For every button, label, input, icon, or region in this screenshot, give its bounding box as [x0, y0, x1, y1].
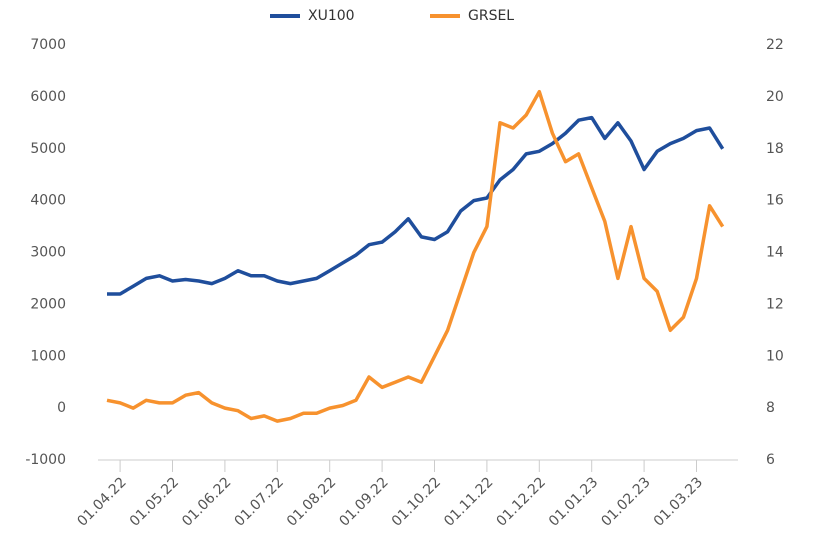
x-tick-label: 01.04.22: [74, 474, 129, 529]
y-tick-label: 0: [57, 400, 66, 416]
x-tick-label: 01.10.22: [389, 474, 444, 529]
y2-tick-label: 18: [766, 141, 784, 157]
y2-tick-label: 20: [766, 89, 784, 105]
x-tick-label: 01.06.22: [179, 474, 234, 529]
y-tick-label: 7000: [30, 37, 66, 53]
x-tick-label: 01.11.22: [441, 474, 496, 529]
x-tick-label: 01.05.22: [127, 474, 182, 529]
series-line: [106, 89, 725, 423]
series-line: [107, 115, 725, 296]
y-tick-label: -1000: [25, 452, 66, 468]
x-tick-label: 01.03.23: [651, 474, 706, 529]
y2-tick-label: 14: [766, 245, 784, 261]
x-tick-label: 01.12.22: [494, 474, 549, 529]
y-tick-label: 6000: [30, 89, 66, 105]
y-tick-label: 5000: [30, 141, 66, 157]
x-tick-label: 01.02.23: [598, 474, 653, 529]
legend-text: XU100: [308, 8, 355, 24]
y2-tick-label: 10: [766, 348, 784, 364]
y-tick-label: 4000: [30, 193, 66, 209]
x-tick-label: 01.01.23: [546, 474, 601, 529]
y2-tick-label: 6: [766, 452, 775, 468]
y2-tick-label: 8: [766, 400, 775, 416]
x-tick-label: 01.08.22: [284, 474, 339, 529]
y2-tick-label: 16: [766, 193, 784, 209]
y2-tick-label: 12: [766, 296, 784, 312]
y-tick-label: 1000: [30, 348, 66, 364]
legend-text: GRSEL: [468, 8, 514, 24]
x-tick-label: 01.09.22: [336, 474, 391, 529]
y2-tick-label: 22: [766, 37, 784, 53]
x-tick-label: 01.07.22: [232, 474, 287, 529]
y-tick-label: 3000: [30, 245, 66, 261]
y-tick-label: 2000: [30, 296, 66, 312]
